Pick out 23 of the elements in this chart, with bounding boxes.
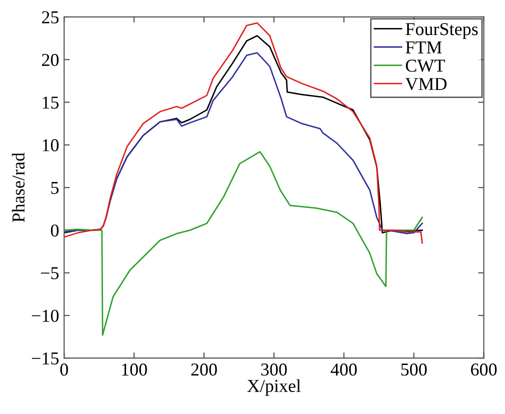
y-tick-label: 25 xyxy=(42,11,59,24)
y-tick-label: 5 xyxy=(51,182,59,194)
x-tick-label: 300 xyxy=(261,363,287,376)
x-tick-label: 500 xyxy=(401,363,427,376)
legend-label: VMD xyxy=(405,78,447,90)
x-tick-label: 400 xyxy=(330,363,357,376)
legend-label: FourSteps xyxy=(406,23,478,39)
x-tick-label: 100 xyxy=(122,363,147,376)
y-tick-label: −10 xyxy=(32,310,59,322)
x-tick-label: 200 xyxy=(191,363,217,376)
y-tick-label: 20 xyxy=(42,54,59,66)
y-axis-title: Phase/rad xyxy=(12,152,25,222)
y-tick-label: 0 xyxy=(50,224,59,237)
y-tick-label: −15 xyxy=(32,352,59,365)
y-tick-label: 15 xyxy=(42,96,59,109)
x-tick-label: 0 xyxy=(60,363,68,376)
y-tick-label: −5 xyxy=(40,267,59,280)
y-tick-label: 10 xyxy=(42,139,59,152)
legend-label: CWT xyxy=(406,60,445,72)
x-tick-label: 600 xyxy=(471,363,497,376)
legend-label: FTM xyxy=(406,41,442,54)
x-axis-title: X/pixel xyxy=(247,379,301,396)
line-series xyxy=(64,151,423,336)
